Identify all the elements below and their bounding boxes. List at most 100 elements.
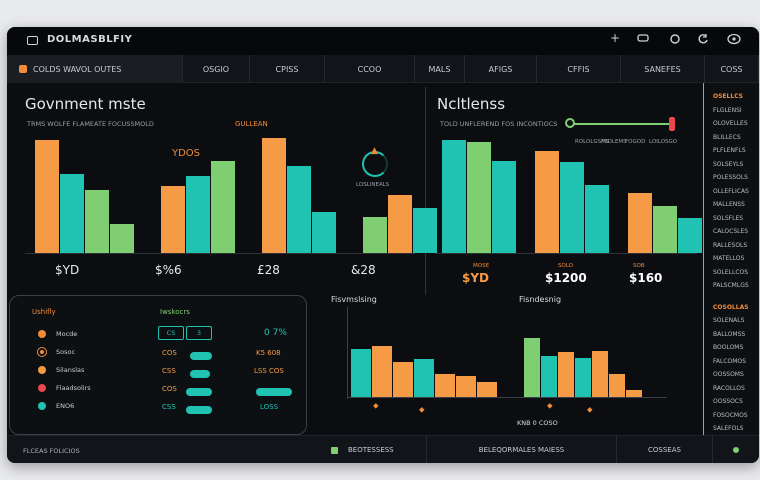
- sidebar-heading: OSELLCS: [713, 93, 744, 100]
- chart-bar: [110, 223, 134, 253]
- col3-value-2: K5 608: [256, 349, 281, 357]
- sidebar-item[interactable]: SALEFOLS: [713, 425, 744, 432]
- sidebar-item[interactable]: RALLESOLS: [713, 241, 748, 249]
- minimize-icon[interactable]: [637, 33, 649, 46]
- legend-item-3[interactable]: Silanslas: [38, 366, 84, 374]
- app-window: DOLMASBLFIY + COLDS WAVOL OUTES OSGIO CP…: [7, 27, 759, 463]
- tab-9[interactable]: COSS: [705, 55, 759, 83]
- bottom-segment-2[interactable]: BELEQORMALES MAIESS: [427, 436, 617, 463]
- sidebar-item[interactable]: FOSOCMOS: [713, 411, 748, 419]
- sidebar-item[interactable]: PLFLENFLS: [713, 147, 746, 154]
- settings-icon[interactable]: [727, 33, 741, 48]
- bottom-segment-label: BEOTESSESS: [348, 446, 394, 454]
- slider-knob[interactable]: [565, 118, 575, 128]
- right-sidebar: [703, 83, 759, 463]
- chart-bar: [456, 375, 476, 397]
- sidebar-item[interactable]: BOOLOMS: [713, 344, 744, 351]
- legend-card: Ushifly Iwskocrs Mocde Sosoc Silanslas F…: [9, 295, 307, 435]
- chart-bar: [393, 361, 413, 397]
- middle-panel-subtitle: TOLD UNFLEREND FOS INCONTIOCS: [440, 120, 558, 128]
- search-icon[interactable]: [669, 33, 681, 48]
- title-bar: DOLMASBLFIY +: [7, 27, 759, 55]
- legend-card-title: Ushifly: [32, 308, 56, 316]
- legend-dot-icon: [38, 402, 46, 410]
- legend-item-5[interactable]: ENO6: [38, 402, 74, 410]
- sidebar-item[interactable]: CALOCSLES: [713, 228, 749, 235]
- chart-bar: [435, 374, 455, 397]
- bottom-segment-label: COSSEAS: [648, 446, 681, 454]
- app-title: DOLMASBLFIY: [47, 34, 133, 45]
- legend-item-1[interactable]: Mocde: [38, 330, 77, 338]
- chart-bar: [560, 162, 584, 253]
- legend-label: Flaadsolirs: [56, 384, 91, 392]
- value-tag-3: SOB: [633, 263, 645, 269]
- slider-label-4: LOILOSGO: [649, 139, 678, 145]
- sidebar-item[interactable]: SOLSEYLS: [713, 160, 744, 168]
- sidebar-item[interactable]: MATELLOS: [713, 255, 745, 262]
- left-chart-axis: [25, 253, 415, 254]
- sidebar-item[interactable]: SOLENALS: [713, 317, 745, 324]
- middle-chart-axis: [435, 253, 697, 254]
- sidebar-item[interactable]: POLESSOLS: [713, 174, 748, 181]
- chart-bar: [541, 356, 557, 397]
- plus-icon[interactable]: +: [610, 31, 621, 45]
- sidebar-item[interactable]: FLGLENSI: [713, 106, 742, 114]
- tab-label: COLDS WAVOL OUTES: [33, 64, 122, 74]
- tab-label: CCOO: [357, 64, 382, 74]
- chart-bar: [626, 390, 642, 397]
- sidebar-item[interactable]: OOSSOCS: [713, 398, 743, 405]
- tab-3[interactable]: CPISS: [250, 55, 325, 83]
- lower-chart-a-title: Fisvmslsing: [331, 295, 377, 304]
- sidebar-item[interactable]: FALCOMOS: [713, 357, 746, 365]
- tab-6[interactable]: AFIGS: [465, 55, 537, 83]
- slider-end-marker[interactable]: [669, 117, 675, 131]
- tab-label: COSS: [720, 64, 743, 74]
- sidebar-item[interactable]: RACOLLOS: [713, 384, 745, 392]
- tab-8[interactable]: SANEFES: [621, 55, 705, 83]
- tab-label: CPISS: [275, 64, 299, 74]
- chart-bar: [678, 218, 702, 253]
- tab-label: MALS: [428, 64, 451, 74]
- app-icon: [27, 36, 38, 45]
- col3-value-3: LSS COS: [254, 367, 284, 375]
- sidebar-item[interactable]: OLOVELLES: [713, 120, 748, 127]
- col3-value-1: 0 7%: [264, 328, 287, 338]
- legend-label: Mocde: [56, 330, 78, 338]
- tab-2[interactable]: OSGIO: [183, 55, 250, 83]
- tab-7[interactable]: CFFIS: [537, 55, 621, 83]
- left-panel-subtitle: TRMS WOLFE FLAMEATE FOCUSSMOLD: [27, 120, 154, 128]
- chart-bar: [372, 346, 392, 397]
- toggle-box-2[interactable]: 3: [186, 326, 212, 340]
- legend-item-2[interactable]: Sosoc: [38, 348, 75, 356]
- pill-label-4: CSS: [162, 403, 176, 411]
- chart-bar: [211, 160, 235, 253]
- panel-divider: [425, 87, 426, 295]
- chart-bar: [363, 217, 387, 253]
- sidebar-item[interactable]: PALSCMLGS: [713, 282, 749, 289]
- bottom-status-dot[interactable]: [713, 436, 759, 463]
- sidebar-item[interactable]: BALLOMSS: [713, 330, 746, 338]
- sidebar-item[interactable]: SOLSFLES: [713, 214, 744, 222]
- left-value-2: $%6: [155, 263, 182, 277]
- sidebar-item[interactable]: OOSSOMS: [713, 371, 744, 378]
- chart-bar: [609, 374, 625, 397]
- sidebar-item[interactable]: OLLEFLICAS: [713, 187, 749, 195]
- tab-4[interactable]: CCOO: [325, 55, 415, 83]
- left-panel-title: Govnment mste: [25, 95, 146, 113]
- refresh-icon[interactable]: [697, 33, 709, 48]
- sidebar-item[interactable]: SOLELLCOS: [713, 268, 749, 276]
- sidebar-item[interactable]: MALLENSS: [713, 201, 745, 208]
- bottom-segment-label: BELEQORMALES MAIESS: [478, 446, 565, 454]
- sidebar-item[interactable]: BLILLECS: [713, 133, 741, 141]
- chart-bar: [592, 351, 608, 397]
- legend-item-4[interactable]: Flaadsolirs: [38, 384, 91, 392]
- bottom-segment-3[interactable]: COSSEAS: [617, 436, 713, 463]
- chart-bar: [312, 212, 336, 253]
- chart-bar: [388, 195, 412, 253]
- tab-5[interactable]: MALS: [415, 55, 465, 83]
- toggle-box-1[interactable]: CS: [158, 326, 184, 340]
- bottom-segment-1[interactable]: BEOTESSESS: [321, 436, 427, 463]
- progress-pill-5: [256, 388, 292, 396]
- tab-overview[interactable]: COLDS WAVOL OUTES: [7, 55, 183, 83]
- square-icon: [331, 446, 338, 454]
